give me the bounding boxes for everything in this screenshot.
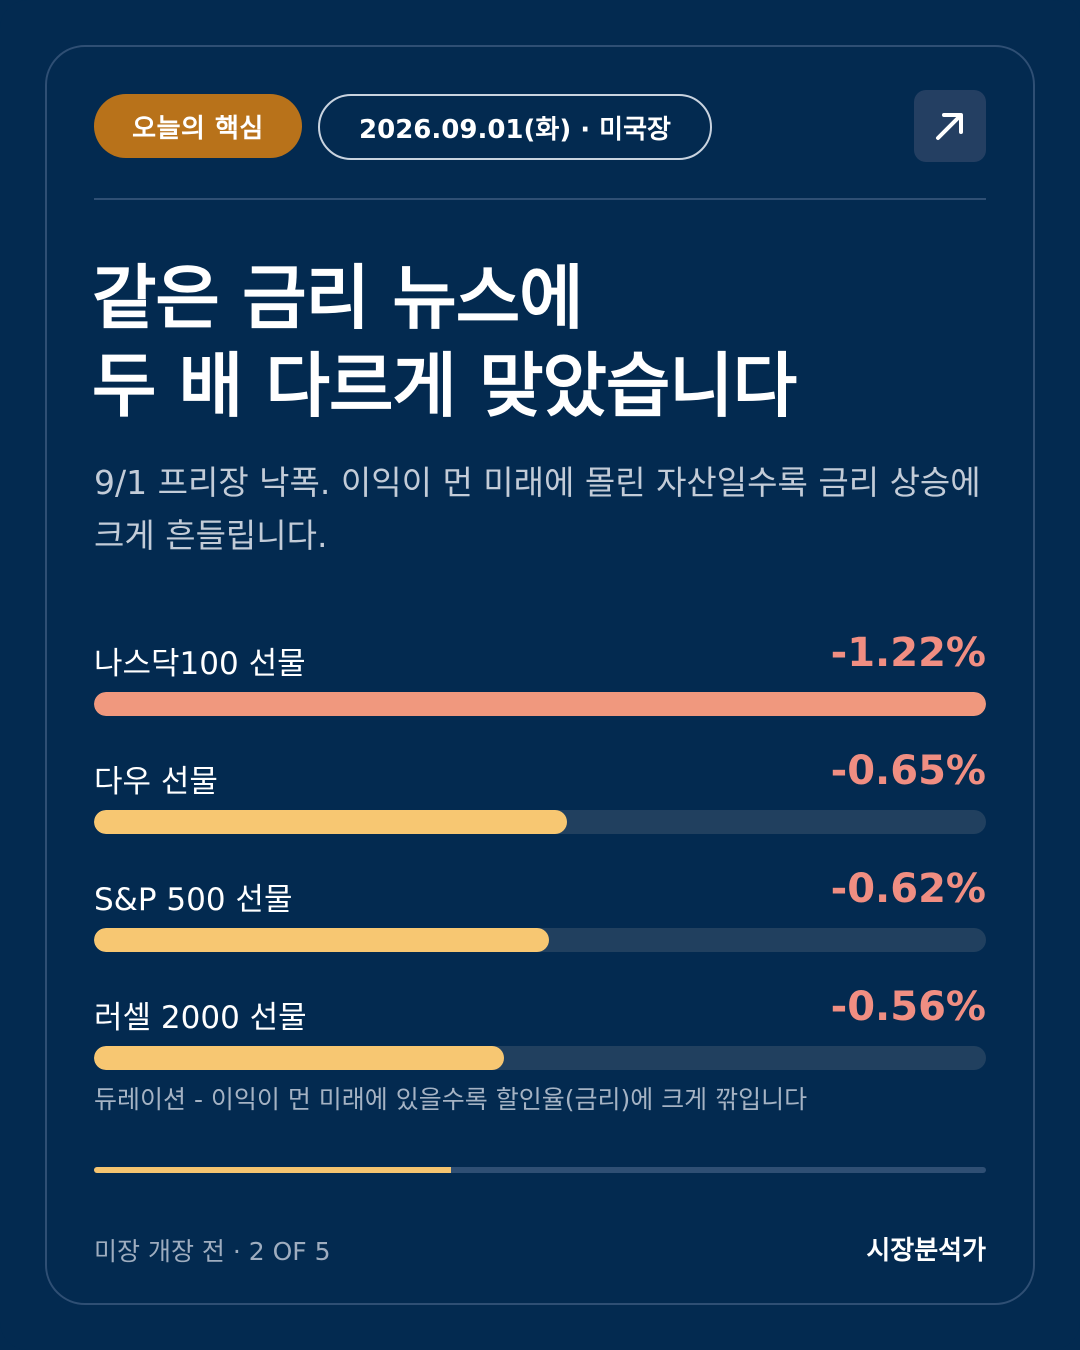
header-divider — [94, 198, 986, 200]
card-frame — [45, 45, 1035, 1305]
headline: 같은 금리 뉴스에 두 배 다르게 맞았습니다 — [92, 254, 992, 430]
futures-label: 다우 선물 — [94, 764, 218, 800]
futures-bar-track — [94, 692, 986, 716]
slide-progress-fill — [94, 1167, 451, 1173]
headline-line-2: 두 배 다르게 맞았습니다 — [92, 345, 797, 427]
futures-bar-fill — [94, 928, 549, 952]
subtext-line-2: 크게 흔들립니다. — [94, 516, 328, 555]
futures-change: -0.56% — [830, 984, 986, 1030]
duration-footnote: 듀레이션 - 이익이 먼 미래에 있을수록 할인율(금리)에 크게 깎입니다 — [94, 1085, 808, 1114]
headline-line-1: 같은 금리 뉴스에 — [92, 257, 584, 339]
slide-progress-bar — [94, 1167, 986, 1173]
futures-label: 나스닥100 선물 — [94, 646, 306, 682]
futures-label: 러셀 2000 선물 — [94, 1000, 307, 1036]
futures-bar-fill — [94, 692, 986, 716]
futures-bar-track — [94, 810, 986, 834]
share-button[interactable] — [914, 90, 986, 162]
futures-change: -1.22% — [830, 630, 986, 676]
futures-change: -0.65% — [830, 748, 986, 794]
subtext-line-1: 9/1 프리장 낙폭. 이익이 먼 미래에 몰린 자산일수록 금리 상승에 — [94, 463, 981, 502]
arrow-up-right-icon — [936, 113, 963, 140]
author-label: 시장분석가 — [866, 1236, 986, 1266]
date-pill: 2026.09.01(화) · 미국장 — [318, 94, 712, 160]
futures-change: -0.62% — [830, 866, 986, 912]
subtext: 9/1 프리장 낙폭. 이익이 먼 미래에 몰린 자산일수록 금리 상승에 크게… — [94, 456, 994, 562]
futures-bar-fill — [94, 810, 567, 834]
page-indicator: 미장 개장 전 · 2 OF 5 — [94, 1237, 331, 1266]
futures-bar-track — [94, 928, 986, 952]
card-header: 오늘의 핵심 2026.09.01(화) · 미국장 — [94, 90, 986, 162]
futures-bar-track — [94, 1046, 986, 1070]
futures-bar-fill — [94, 1046, 505, 1070]
today-badge: 오늘의 핵심 — [94, 94, 302, 158]
futures-label: S&P 500 선물 — [94, 882, 293, 918]
